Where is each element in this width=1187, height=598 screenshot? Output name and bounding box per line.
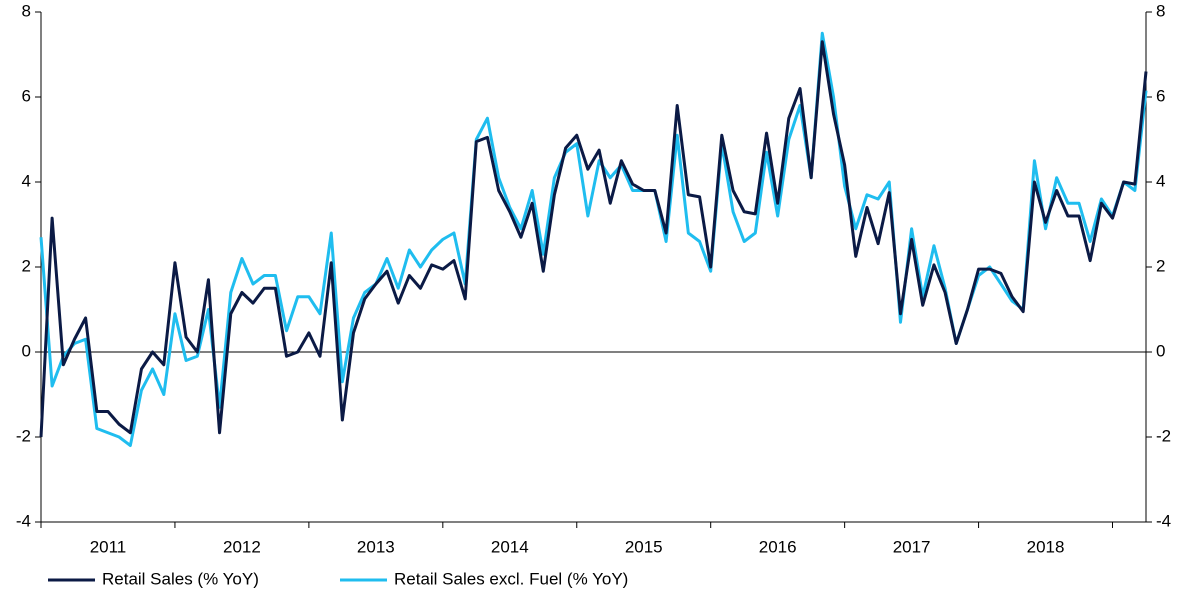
x-tick-label: 2011	[90, 537, 127, 556]
y-tick-label: 8	[22, 1, 31, 20]
y-tick-label: 2	[22, 256, 31, 275]
y2-tick-label: 2	[1156, 256, 1165, 275]
y2-tick-label: -4	[1156, 511, 1171, 530]
x-tick-label: 2015	[625, 537, 663, 556]
line-series	[39, 31, 1148, 447]
x-tick-label: 2013	[357, 537, 395, 556]
legend-label: Retail Sales (% YoY)	[102, 569, 259, 588]
y2-tick-label: 8	[1156, 1, 1165, 20]
x-tick-label: 2017	[893, 537, 931, 556]
legend-label: Retail Sales excl. Fuel (% YoY)	[394, 569, 628, 588]
x-tick-label: 2014	[491, 537, 529, 556]
y-tick-label: 6	[22, 86, 31, 105]
y-tick-label: -2	[16, 426, 31, 445]
y-tick-label: 4	[22, 171, 31, 190]
y2-tick-label: 6	[1156, 86, 1165, 105]
y2-tick-label: 4	[1156, 171, 1165, 190]
y-tick-label: -4	[16, 511, 31, 530]
y2-tick-label: -2	[1156, 426, 1171, 445]
x-tick-label: 2012	[223, 537, 261, 556]
y-tick-label: 0	[22, 341, 31, 360]
y2-tick-label: 0	[1156, 341, 1165, 360]
x-tick-label: 2018	[1027, 537, 1065, 556]
line-series	[39, 40, 1148, 438]
x-tick-label: 2016	[759, 537, 797, 556]
